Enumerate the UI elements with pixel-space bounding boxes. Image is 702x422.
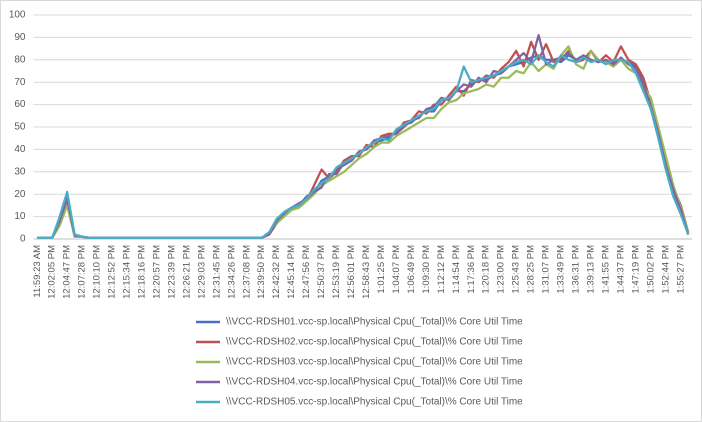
x-tick-label: 1:44:37 PM [615, 245, 626, 294]
legend-label: \\VCC-RDSH05.vcc-sp.local\Physical Cpu(_… [226, 397, 523, 408]
series-line [37, 54, 690, 240]
x-tick-label: 12:39:50 PM [256, 245, 267, 299]
x-tick-label: 1:47:19 PM [630, 245, 641, 294]
x-tick-label: 1:50:02 PM [645, 245, 656, 294]
x-tick-label: 1:55:27 PM [675, 245, 686, 294]
y-tick-label: 80 [14, 54, 26, 65]
x-tick-label: 12:34:26 PM [226, 245, 237, 299]
y-tick-label: 50 [14, 122, 26, 133]
x-tick-label: 1:14:54 PM [451, 245, 462, 294]
x-tick-label: 1:01:25 PM [376, 245, 387, 294]
y-tick-label: 90 [14, 32, 26, 43]
x-tick-label: 12:29:03 PM [196, 245, 207, 299]
y-tick-label: 100 [9, 10, 26, 21]
x-tick-label: 1:17:36 PM [466, 245, 477, 294]
x-tick-label: 12:02:05 PM [47, 245, 58, 299]
x-tick-label: 1:12:12 PM [436, 245, 447, 294]
x-tick-label: 1:06:49 PM [406, 245, 417, 294]
x-tick-label: 1:09:30 PM [421, 245, 432, 294]
x-tick-label: 12:07:28 PM [77, 245, 88, 299]
x-tick-label: 12:50:37 PM [316, 245, 327, 299]
x-tick-label: 11:59:23 AM [32, 245, 43, 298]
x-tick-label: 12:18:16 PM [137, 245, 148, 299]
x-tick-label: 12:31:45 PM [211, 245, 222, 299]
y-tick-label: 60 [14, 99, 26, 110]
y-tick-label: 10 [14, 211, 26, 222]
y-tick-label: 0 [20, 234, 26, 245]
x-tick-label: 1:39:13 PM [585, 245, 596, 294]
x-tick-label: 12:45:14 PM [286, 245, 297, 299]
x-tick-label: 12:20:57 PM [151, 245, 162, 299]
x-tick-label: 1:31:07 PM [541, 245, 552, 294]
legend-label: \\VCC-RDSH01.vcc-sp.local\Physical Cpu(_… [226, 317, 523, 328]
x-tick-label: 1:52:44 PM [660, 245, 671, 294]
x-tick-label: 1:04:07 PM [391, 245, 402, 294]
y-tick-label: 40 [14, 144, 26, 155]
x-tick-label: 12:53:19 PM [331, 245, 342, 299]
x-tick-label: 1:41:55 PM [600, 245, 611, 294]
x-tick-label: 12:12:52 PM [107, 245, 118, 299]
x-tick-label: 12:10:10 PM [92, 245, 103, 299]
x-tick-label: 12:47:56 PM [301, 245, 312, 299]
x-tick-label: 12:15:34 PM [122, 245, 133, 299]
x-tick-label: 12:23:39 PM [166, 245, 177, 299]
x-tick-label: 12:37:08 PM [241, 245, 252, 299]
x-tick-label: 12:56:01 PM [346, 245, 357, 299]
x-tick-label: 12:04:47 PM [62, 245, 73, 299]
x-tick-label: 1:20:18 PM [481, 245, 492, 294]
y-tick-label: 70 [14, 77, 26, 88]
x-tick-label: 12:26:21 PM [181, 245, 192, 299]
x-tick-label: 1:36:31 PM [571, 245, 582, 294]
x-tick-label: 1:33:49 PM [556, 245, 567, 294]
x-tick-label: 1:28:25 PM [526, 245, 537, 294]
legend-label: \\VCC-RDSH02.vcc-sp.local\Physical Cpu(_… [226, 337, 523, 348]
x-tick-label: 1:25:43 PM [511, 245, 522, 294]
x-tick-label: 12:42:32 PM [271, 245, 282, 299]
legend-label: \\VCC-RDSH04.vcc-sp.local\Physical Cpu(_… [226, 377, 523, 388]
legend-label: \\VCC-RDSH03.vcc-sp.local\Physical Cpu(_… [226, 357, 523, 368]
y-tick-label: 30 [14, 166, 26, 177]
x-tick-label: 1:23:00 PM [496, 245, 507, 294]
y-tick-label: 20 [14, 189, 26, 200]
x-tick-label: 12:58:43 PM [361, 245, 372, 299]
